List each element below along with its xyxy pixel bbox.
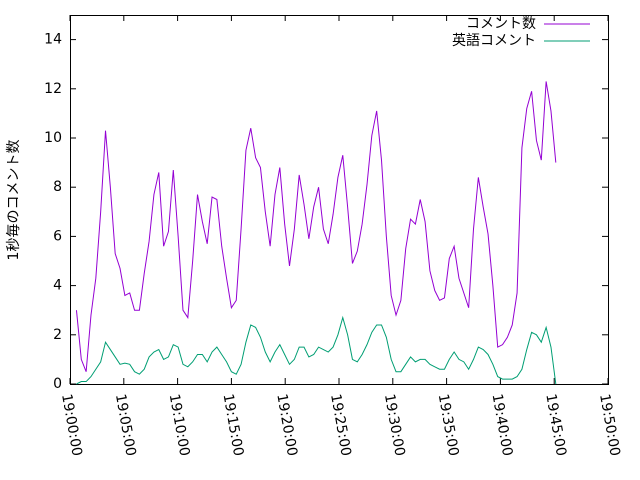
series-line [75,81,557,372]
x-tick-label: 19:25:00 [327,393,354,458]
y-tick-label: 12 [44,81,62,97]
x-tick-label: 19:20:00 [273,393,300,458]
y-tick-label: 2 [53,327,62,343]
legend-label: 英語コメント [452,32,536,49]
y-tick-label: 6 [53,228,62,244]
x-tick-label: 19:40:00 [489,393,516,458]
y-axis-label: 1秒毎のコメント数 [6,140,22,261]
y-tick-label: 0 [53,376,62,392]
x-tick-label: 19:00:00 [58,393,85,458]
series-line [76,315,557,385]
x-tick-label: 19:05:00 [112,393,139,458]
x-tick-label: 19:50:00 [596,393,623,458]
y-tick-label: 14 [44,32,62,48]
x-tick-label: 19:45:00 [542,393,569,458]
y-tick-label: 10 [44,130,62,146]
y-tick-label: 4 [53,278,62,294]
x-tick-label: 19:15:00 [220,393,247,458]
legend-label: コメント数 [466,16,536,32]
x-tick-label: 19:35:00 [435,393,462,458]
x-tick-label: 19:30:00 [381,393,408,458]
x-tick-label: 19:10:00 [166,393,193,458]
y-tick-label: 8 [53,179,62,195]
